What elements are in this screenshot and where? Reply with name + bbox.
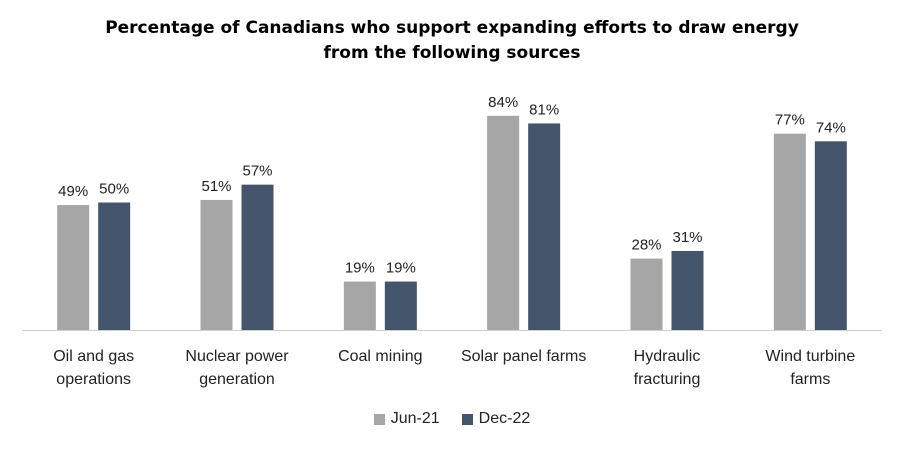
category-label-2-line-1: Nuclear power — [185, 348, 289, 365]
data-label-5-series-1: 28% — [631, 237, 661, 254]
bar-3-series-2 — [384, 281, 417, 330]
chart-legend: Jun-21 Dec-22 — [0, 410, 904, 428]
category-label-5-line-2: fracturing — [634, 371, 701, 388]
category-label-5-line-1: Hydraulic — [634, 348, 701, 365]
legend-item-series-2: Dec-22 — [461, 410, 531, 428]
legend-label-series-1: Jun-21 — [390, 410, 440, 427]
legend-item-series-1: Jun-21 — [373, 410, 440, 428]
data-label-2-series-1: 51% — [201, 178, 231, 195]
bar-2-series-1 — [200, 199, 233, 330]
legend-swatch-series-1 — [373, 413, 385, 425]
category-label-4-line-1: Solar panel farms — [461, 348, 586, 365]
data-label-3-series-2: 19% — [386, 260, 416, 277]
category-label-6-line-2: farms — [790, 371, 830, 388]
data-label-2-series-2: 57% — [242, 163, 272, 180]
chart-title-line-2: from the following sources — [323, 43, 581, 63]
category-label-3-line-1: Coal mining — [338, 348, 422, 365]
category-label-1-line-2: operations — [56, 371, 131, 388]
bar-5-series-2 — [671, 250, 704, 330]
bar-1-series-2 — [98, 202, 131, 330]
bar-4-series-1 — [487, 115, 520, 330]
bar-5-series-1 — [630, 258, 663, 330]
chart-title-line-1: Percentage of Canadians who support expa… — [105, 18, 799, 38]
data-label-4-series-1: 84% — [488, 94, 518, 111]
legend-label-series-2: Dec-22 — [478, 410, 531, 427]
bar-6-series-1 — [773, 133, 806, 330]
legend-swatch-series-2 — [461, 413, 473, 425]
bar-1-series-1 — [57, 205, 90, 330]
data-label-6-series-2: 74% — [816, 119, 846, 136]
data-label-4-series-2: 81% — [529, 101, 559, 118]
bar-2-series-2 — [241, 184, 274, 330]
data-label-3-series-1: 19% — [345, 260, 375, 277]
category-label-6-line-1: Wind turbine — [765, 348, 855, 365]
bar-6-series-2 — [814, 141, 847, 330]
data-label-1-series-2: 50% — [99, 181, 129, 198]
category-label-2-line-2: generation — [199, 371, 275, 388]
category-label-1-line-1: Oil and gas — [53, 348, 134, 365]
data-label-1-series-1: 49% — [58, 183, 88, 200]
data-label-6-series-1: 77% — [775, 112, 805, 129]
bar-3-series-1 — [343, 281, 376, 330]
bar-4-series-2 — [528, 123, 561, 330]
data-label-5-series-2: 31% — [672, 229, 702, 246]
chart-title: Percentage of Canadians who support expa… — [0, 16, 904, 66]
